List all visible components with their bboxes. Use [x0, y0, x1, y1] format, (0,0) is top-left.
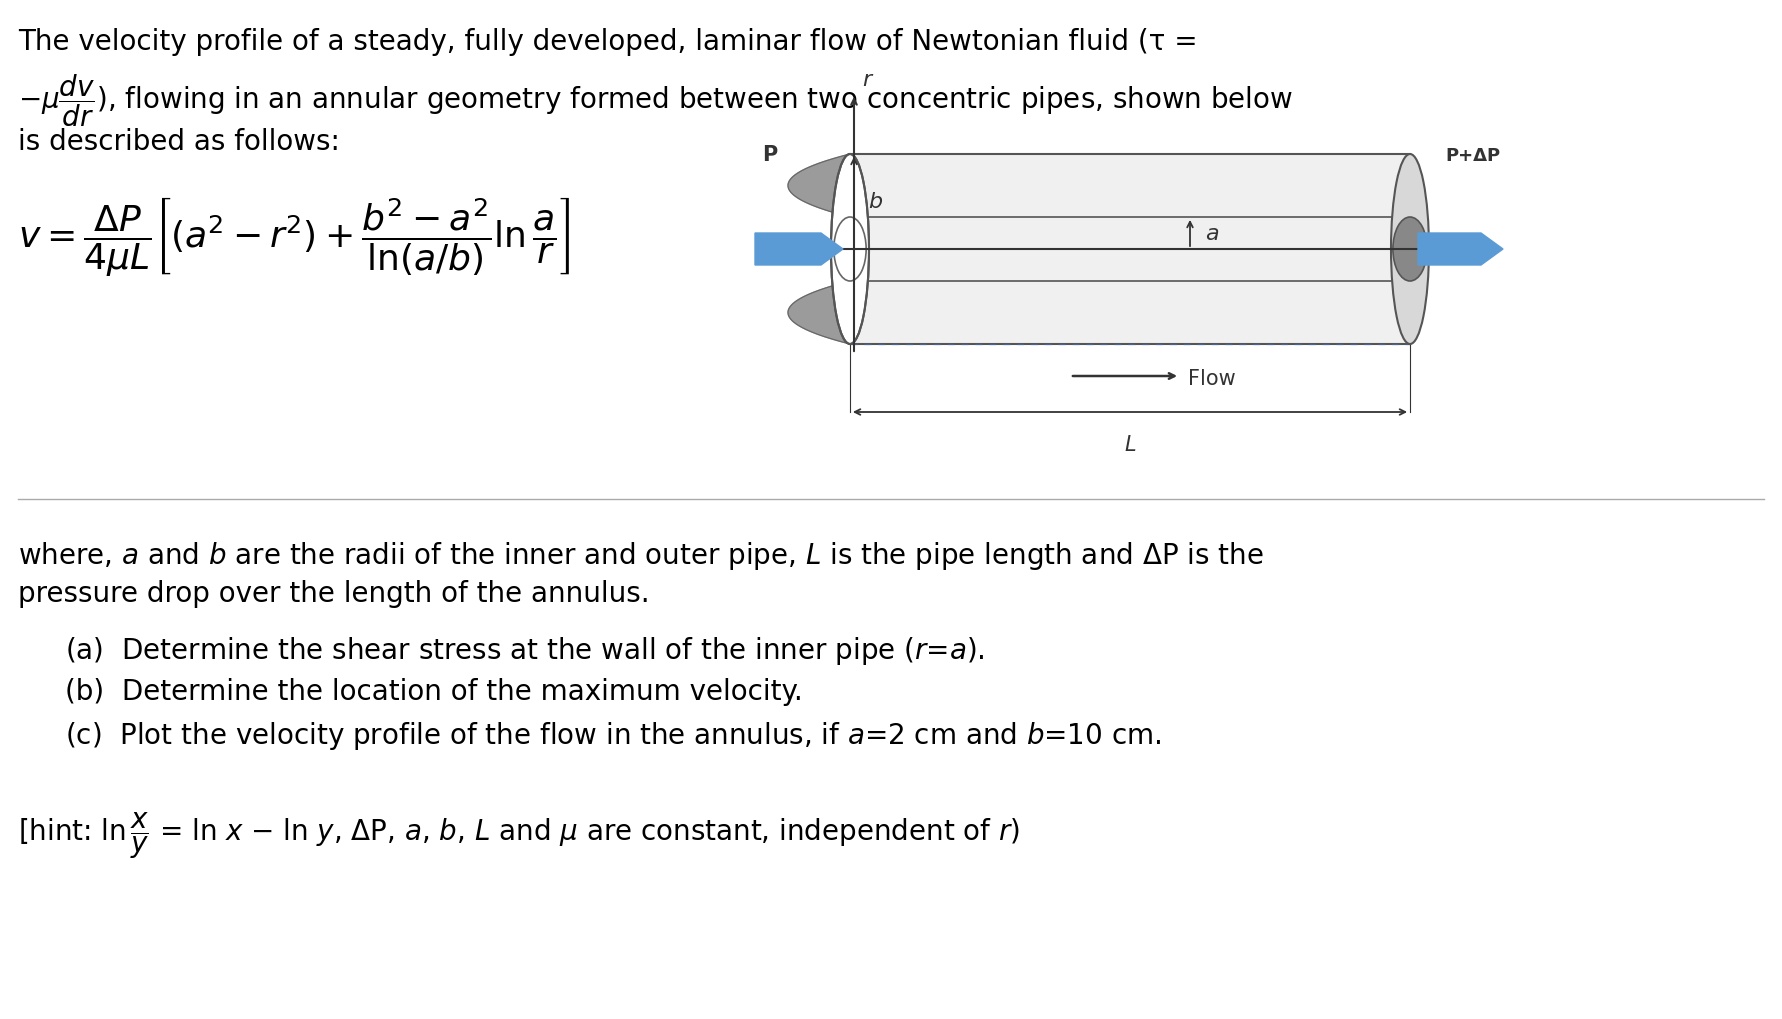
Polygon shape — [850, 155, 1410, 344]
Text: [hint: $\ln\dfrac{x}{y}$ = ln $x$ $-$ ln $y$, $\Delta$P, $a$, $b$, $L$ and $\mu$: [hint: $\ln\dfrac{x}{y}$ = ln $x$ $-$ ln… — [18, 809, 1019, 860]
FancyArrow shape — [1418, 233, 1502, 266]
Ellipse shape — [1392, 155, 1429, 344]
Text: where, $a$ and $b$ are the radii of the inner and outer pipe, $L$ is the pipe le: where, $a$ and $b$ are the radii of the … — [18, 539, 1263, 572]
Text: pressure drop over the length of the annulus.: pressure drop over the length of the ann… — [18, 580, 650, 607]
Text: (c)  Plot the velocity profile of the flow in the annulus, if $a$=2 cm and $b$=1: (c) Plot the velocity profile of the flo… — [64, 719, 1162, 751]
Ellipse shape — [1394, 218, 1427, 281]
Ellipse shape — [830, 155, 870, 344]
FancyArrow shape — [756, 233, 843, 266]
Text: P: P — [763, 145, 777, 165]
Text: (b)  Determine the location of the maximum velocity.: (b) Determine the location of the maximu… — [64, 678, 802, 705]
Text: L: L — [1124, 434, 1135, 454]
Polygon shape — [788, 155, 850, 344]
Text: P+ΔP: P+ΔP — [1445, 147, 1500, 165]
Text: a: a — [1205, 224, 1219, 244]
Text: The velocity profile of a steady, fully developed, laminar flow of Newtonian flu: The velocity profile of a steady, fully … — [18, 28, 1198, 56]
Ellipse shape — [834, 218, 866, 281]
Text: $v = \dfrac{\Delta P}{4\mu L}\left[(a^2 - r^2) + \dfrac{b^2 - a^2}{\ln(a/b)}\ln\: $v = \dfrac{\Delta P}{4\mu L}\left[(a^2 … — [18, 195, 570, 278]
Text: b: b — [868, 193, 882, 212]
Text: is described as follows:: is described as follows: — [18, 127, 340, 156]
Text: $-\mu\dfrac{dv}{dr}$), flowing in an annular geometry formed between two concent: $-\mu\dfrac{dv}{dr}$), flowing in an ann… — [18, 72, 1294, 128]
Text: (a)  Determine the shear stress at the wall of the inner pipe ($r$=$a$).: (a) Determine the shear stress at the wa… — [64, 635, 985, 666]
Text: r: r — [862, 70, 871, 90]
Text: Flow: Flow — [1189, 369, 1235, 388]
